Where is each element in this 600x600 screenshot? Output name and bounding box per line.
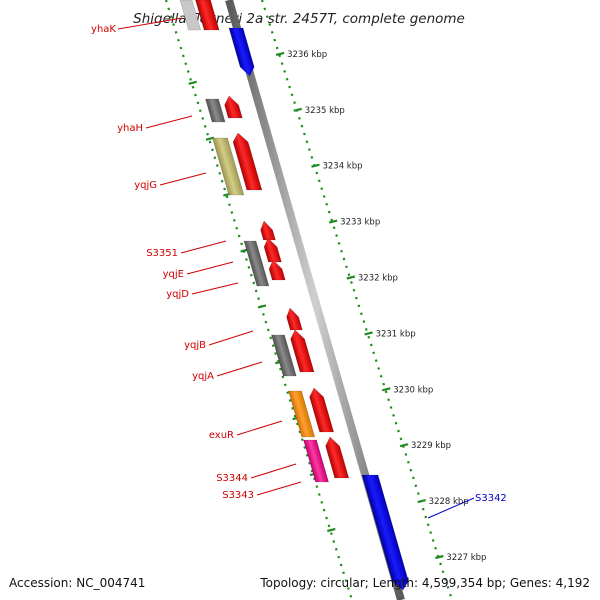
S3344-feature: [303, 439, 329, 483]
inner-dotted-ring: [164, 0, 354, 600]
gene-label-yqjb: yqjB: [184, 340, 206, 351]
scale-tick-mark: [328, 219, 338, 224]
scale-tick-label: 3233 kbp: [340, 218, 380, 228]
forward-feature: [286, 307, 303, 331]
gene-features: [179, 0, 409, 591]
gene-leader-line: [250, 463, 297, 479]
gene-leader-line: [216, 361, 263, 377]
top-partial-red-feature: [195, 0, 220, 31]
gene-leader-line: [427, 497, 475, 519]
scale-tick-label: 3236 kbp: [287, 50, 327, 60]
gene-leader-line: [180, 240, 227, 254]
scale-ticks: 3227 kbp 3228 kbp 3229 kbp 3230 kbp 3231 kbp…: [188, 50, 486, 563]
inner-tick-mark: [257, 304, 267, 309]
scale-tick-label: 3228 kbp: [429, 497, 469, 507]
inner-tick-mark: [327, 527, 336, 533]
scale-tick-label: 3229 kbp: [411, 441, 451, 451]
gene-labels: yhaK yhaH yqjG S3351 yqjE yqjD yqjB yqjA exuR S33…: [91, 17, 507, 519]
gene-leader-line: [256, 481, 302, 496]
scale-tick-mark: [364, 331, 373, 336]
genome-summary-text: Topology: circular; Length: 4,599,354 bp…: [259, 576, 590, 590]
scale-tick-mark: [293, 107, 303, 112]
gene-leader-line: [208, 330, 254, 346]
top-partial-gray-feature: [179, 0, 201, 31]
gene-label-yqje: yqjE: [163, 269, 184, 280]
accession-text: Accession: NC_004741: [9, 576, 145, 590]
gene-label-s3342: S3342: [475, 493, 507, 504]
yqjA-feature: [290, 329, 315, 373]
gene-leader-line: [159, 172, 207, 186]
inner-tick-mark: [188, 80, 197, 85]
gene-label-yqjg: yqjG: [134, 180, 157, 191]
scale-tick-label: 3232 kbp: [358, 274, 398, 284]
gene-label-s3351: S3351: [146, 248, 178, 259]
yqjD-feature: [268, 259, 286, 281]
S3351-forward-feature: [260, 220, 276, 241]
yqjE-feature: [263, 237, 282, 263]
scale-tick-label: 3231 kbp: [376, 329, 416, 339]
S3343-feature: [325, 436, 350, 479]
gene-label-yqja: yqjA: [192, 371, 214, 382]
gene-label-yhak: yhaK: [91, 24, 116, 35]
scale-tick-label: 3227 kbp: [446, 553, 486, 563]
gene-leader-line: [191, 282, 239, 295]
scale-tick-mark: [435, 554, 444, 560]
gene-leader-line: [145, 115, 193, 129]
S3342-feature: [361, 474, 409, 591]
scale-tick-mark: [346, 275, 356, 280]
reverse-strand-feature: [228, 27, 255, 77]
gene-leader-line: [236, 420, 283, 436]
scale-tick-label: 3235 kbp: [305, 106, 345, 116]
scale-tick-mark: [399, 443, 409, 448]
exuR-feature: [288, 390, 316, 438]
forward-feature: [232, 132, 263, 191]
yqjG-feature: [212, 137, 245, 196]
scale-tick-mark: [417, 499, 426, 504]
outer-dotted-ring: [260, 0, 454, 600]
forward-feature: [309, 387, 335, 433]
forward-feature: [224, 95, 243, 119]
scale-tick-mark: [275, 51, 285, 56]
yqjB-feature: [271, 334, 297, 377]
gene-leader-line: [117, 17, 183, 30]
map-title: Shigella flexneri 2a str. 2457T, complet…: [133, 11, 465, 27]
gene-label-yhah: yhaH: [117, 123, 143, 134]
yhaH-feature: [205, 98, 226, 123]
gene-label-s3343: S3343: [222, 490, 254, 501]
gene-label-exur: exuR: [209, 430, 234, 441]
gene-leader-line: [186, 261, 234, 275]
gene-label-yqjd: yqjD: [166, 289, 189, 300]
scale-tick-mark: [382, 387, 391, 392]
gene-label-s3344: S3344: [216, 473, 248, 484]
scale-tick-label: 3230 kbp: [393, 385, 433, 395]
scale-tick-label: 3234 kbp: [322, 162, 362, 172]
scale-tick-mark: [311, 163, 320, 168]
S3351-feature: [243, 240, 270, 287]
